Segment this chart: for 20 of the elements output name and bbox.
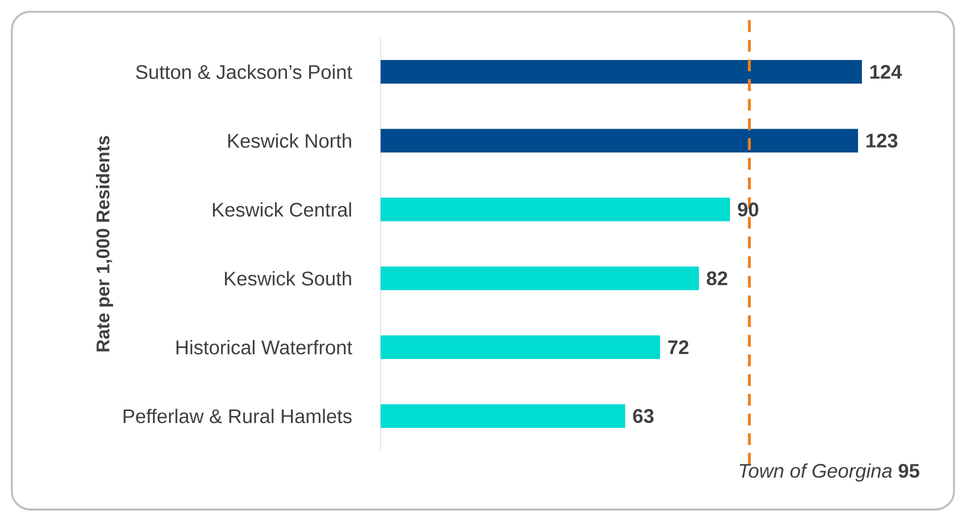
y-tick-label: Historical Waterfront <box>176 340 352 354</box>
y-tick-label: Keswick Central <box>212 202 352 216</box>
y-tick-label: Keswick North <box>228 133 352 148</box>
data-label: 82 <box>706 271 728 286</box>
bar <box>380 335 660 359</box>
ref-line-label: Town of Georgina 95 <box>740 463 920 482</box>
data-label: 123 <box>866 133 898 148</box>
bar <box>380 197 730 222</box>
y-tick-label: Sutton & Jackson’s Point <box>136 64 352 79</box>
data-label: 90 <box>738 202 758 216</box>
bar <box>380 128 858 152</box>
bar <box>380 60 862 84</box>
bar <box>380 266 699 290</box>
y-axis-title: Rate per 1,000 Residents <box>96 136 114 352</box>
data-label: 124 <box>870 64 902 78</box>
data-label: 72 <box>668 340 688 354</box>
bar <box>380 404 626 428</box>
data-label: 63 <box>633 408 654 423</box>
y-tick-label: Pefferlaw & Rural Hamlets <box>124 408 352 424</box>
y-tick-label: Keswick South <box>224 270 352 286</box>
